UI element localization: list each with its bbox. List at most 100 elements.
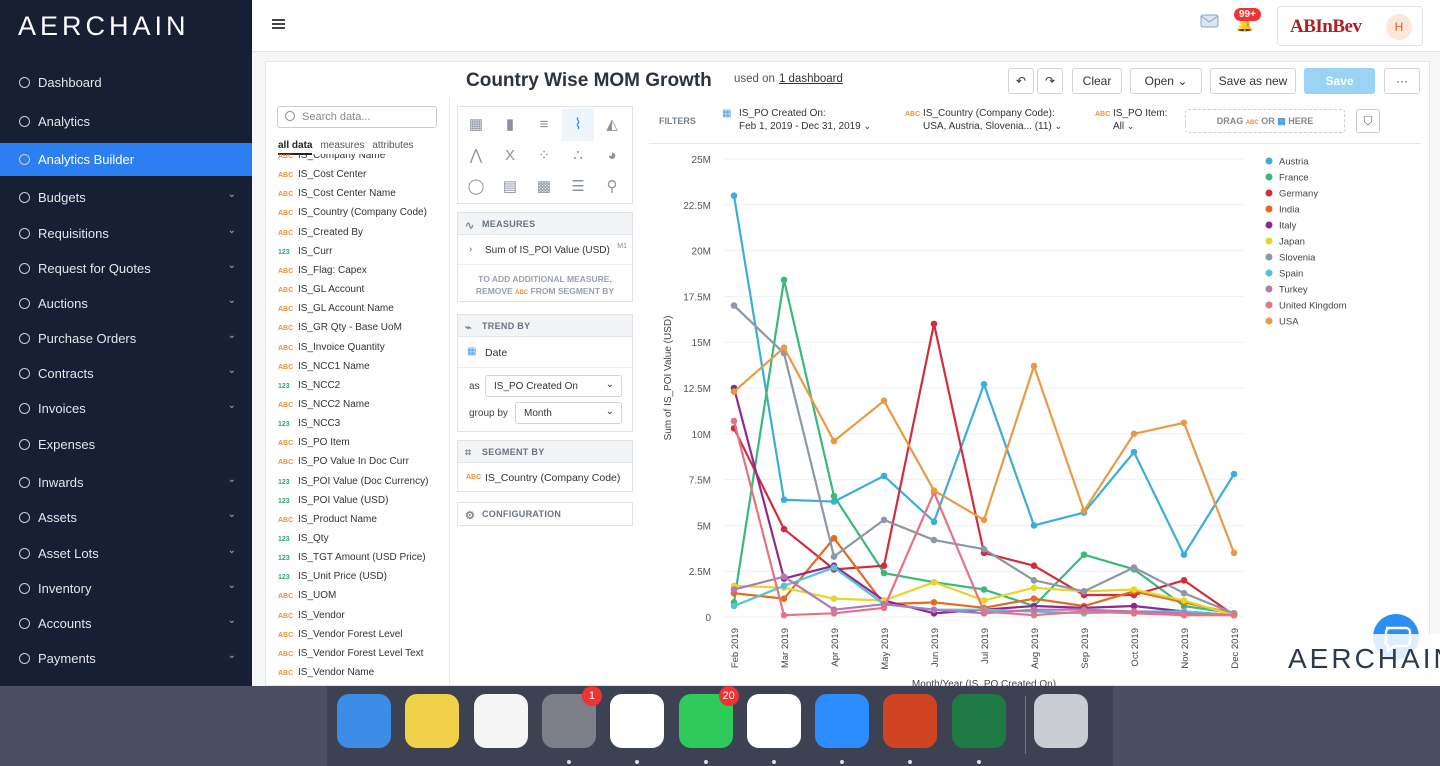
data-point[interactable] bbox=[1080, 588, 1088, 595]
notes-icon[interactable] bbox=[405, 694, 460, 748]
data-point[interactable] bbox=[830, 595, 838, 602]
data-point[interactable] bbox=[780, 611, 788, 619]
used-on-link[interactable]: 1 dashboard bbox=[778, 73, 843, 85]
data-point[interactable] bbox=[980, 545, 988, 553]
data-point[interactable] bbox=[830, 564, 838, 571]
data-point[interactable] bbox=[830, 437, 838, 445]
scatter-chart-icon[interactable]: ⁘ bbox=[537, 147, 551, 164]
pivot-table-icon[interactable]: ☰ bbox=[571, 178, 585, 195]
data-field-item[interactable]: ABC IS_Flag: Capex bbox=[278, 265, 367, 284]
aerchain-logo[interactable]: AERCHAIN bbox=[0, 0, 252, 52]
bullet-chart-icon[interactable]: X bbox=[504, 147, 515, 164]
line-chart-icon[interactable]: ⌇ bbox=[562, 109, 594, 141]
data-point[interactable] bbox=[1180, 611, 1188, 619]
open-button[interactable]: Open ⌄ bbox=[1130, 68, 1202, 94]
avatar[interactable]: H bbox=[1386, 14, 1412, 40]
legend-marker[interactable] bbox=[1265, 157, 1273, 165]
data-point[interactable] bbox=[780, 276, 788, 284]
legend-label[interactable]: France bbox=[1279, 173, 1309, 184]
data-point[interactable] bbox=[1180, 551, 1188, 559]
sidebar-item-payments[interactable]: Payments ⌄ bbox=[0, 642, 252, 675]
data-point[interactable] bbox=[830, 553, 838, 560]
chrome-icon[interactable] bbox=[746, 694, 801, 748]
data-field-item[interactable]: 123 IS_Qty bbox=[278, 533, 329, 552]
sidebar-item-auctions[interactable]: Auctions ⌄ bbox=[0, 287, 252, 320]
more-button[interactable]: ··· bbox=[1384, 68, 1420, 94]
data-point[interactable] bbox=[1180, 589, 1188, 597]
heatmap-chart-icon[interactable]: ▩ bbox=[536, 178, 552, 195]
data-field-item[interactable]: ABC IS_Vendor Forest Level Text bbox=[278, 648, 423, 667]
data-point[interactable] bbox=[880, 516, 888, 524]
undo-button[interactable]: ↶ bbox=[1008, 68, 1034, 94]
zoom-icon[interactable] bbox=[815, 694, 870, 748]
legend-label[interactable]: USA bbox=[1279, 317, 1299, 328]
data-field-item[interactable]: 123 IS_TGT Amount (USD Price) bbox=[278, 552, 426, 571]
sidebar-item-assets[interactable]: Assets ⌄ bbox=[0, 501, 252, 534]
data-point[interactable] bbox=[1030, 595, 1038, 602]
legend-marker[interactable] bbox=[1265, 221, 1273, 229]
measure-item[interactable]: › Sum of IS_POI Value (USD) M1 bbox=[458, 239, 632, 265]
legend-label[interactable]: Spain bbox=[1279, 269, 1303, 280]
legend-label[interactable]: Turkey bbox=[1279, 285, 1308, 296]
sidebar-item-request-for-quotes[interactable]: Request for Quotes ⌄ bbox=[0, 252, 252, 285]
data-field-item[interactable]: 123 IS_POI Value (USD) bbox=[278, 495, 388, 514]
bubble-chart-icon[interactable]: ∴ bbox=[573, 147, 583, 164]
tab-all-data[interactable]: all data bbox=[278, 140, 313, 155]
data-point[interactable] bbox=[980, 608, 988, 615]
data-point[interactable] bbox=[930, 536, 938, 544]
sidebar-item-expenses[interactable]: Expenses bbox=[0, 428, 252, 461]
legend-marker[interactable] bbox=[1265, 237, 1273, 245]
data-field-item[interactable]: ABC IS_PO Item bbox=[278, 437, 350, 456]
data-point[interactable] bbox=[730, 417, 738, 425]
data-point[interactable] bbox=[880, 397, 888, 405]
data-point[interactable] bbox=[780, 595, 788, 602]
series-line-france[interactable] bbox=[732, 278, 1235, 615]
legend-marker[interactable] bbox=[1265, 285, 1273, 293]
powerpoint-icon[interactable] bbox=[883, 694, 938, 748]
data-point[interactable] bbox=[830, 534, 838, 542]
data-field-item[interactable]: ABC IS_Country (Company Code) bbox=[278, 207, 427, 226]
data-point[interactable] bbox=[930, 518, 938, 526]
data-point[interactable] bbox=[1130, 586, 1138, 593]
data-field-item[interactable]: ABC IS_Cost Center bbox=[278, 169, 366, 188]
data-point[interactable] bbox=[1180, 577, 1188, 584]
data-point[interactable] bbox=[1180, 419, 1188, 427]
data-point[interactable] bbox=[1030, 577, 1038, 584]
data-point[interactable] bbox=[1230, 611, 1238, 619]
column-chart-icon[interactable]: ▮ bbox=[505, 116, 515, 133]
menu-toggle-icon[interactable] bbox=[272, 19, 285, 29]
data-point[interactable] bbox=[1230, 549, 1238, 557]
data-point[interactable] bbox=[1080, 608, 1088, 615]
bar-chart-icon[interactable]: ≡ bbox=[539, 116, 549, 133]
data-point[interactable] bbox=[830, 492, 838, 500]
data-point[interactable] bbox=[1030, 584, 1038, 591]
sidebar-item-accounts[interactable]: Accounts ⌄ bbox=[0, 607, 252, 640]
pie-chart-icon[interactable]: ◕ bbox=[607, 147, 617, 164]
filter-po-item[interactable]: ABC IS_PO Item: All ⌄ bbox=[1095, 108, 1183, 133]
sidebar-item-analytics[interactable]: Analytics bbox=[0, 105, 252, 138]
data-point[interactable] bbox=[1130, 430, 1138, 438]
save-button[interactable]: Save bbox=[1304, 68, 1375, 94]
slack-icon[interactable] bbox=[610, 694, 665, 748]
legend-marker[interactable] bbox=[1265, 269, 1273, 277]
combo-chart-icon[interactable]: ⋀ bbox=[469, 147, 483, 164]
data-point[interactable] bbox=[980, 597, 988, 604]
sidebar-item-analytics-builder[interactable]: Analytics Builder bbox=[0, 143, 252, 176]
legend-marker[interactable] bbox=[1265, 317, 1273, 325]
legend-marker[interactable] bbox=[1265, 189, 1273, 197]
data-point[interactable] bbox=[1230, 470, 1238, 478]
legend-marker[interactable] bbox=[1265, 301, 1273, 309]
data-point[interactable] bbox=[830, 610, 838, 617]
legend-marker[interactable] bbox=[1265, 205, 1273, 213]
data-field-item[interactable]: ABC IS_PO Value In Doc Curr bbox=[278, 456, 409, 475]
finder-icon[interactable] bbox=[337, 694, 391, 748]
data-point[interactable] bbox=[880, 472, 888, 480]
data-field-item[interactable]: 123 IS_POI Value (Doc Currency) bbox=[278, 476, 428, 495]
data-field-item[interactable]: ABC IS_NCC2 Name bbox=[278, 399, 370, 418]
sidebar-item-asset-lots[interactable]: Asset Lots ⌄ bbox=[0, 537, 252, 570]
data-field-item[interactable]: ABC IS_GL Account bbox=[278, 284, 364, 303]
legend-label[interactable]: India bbox=[1279, 205, 1300, 216]
data-point[interactable] bbox=[930, 599, 938, 606]
data-point[interactable] bbox=[730, 192, 738, 199]
search-data-input[interactable]: Search data... bbox=[277, 106, 437, 128]
